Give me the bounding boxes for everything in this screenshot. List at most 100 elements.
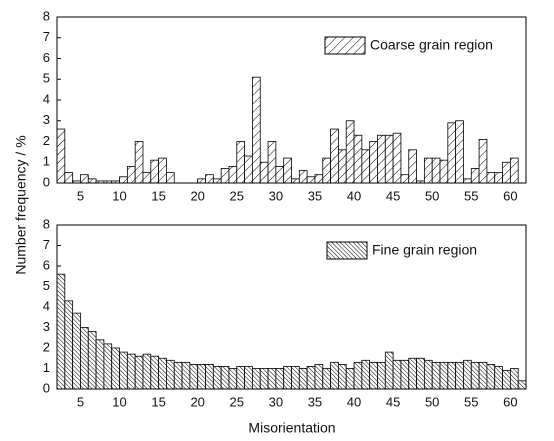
legend-label: Coarse grain region	[370, 37, 493, 53]
y-tick-label: 2	[43, 339, 50, 354]
bar	[455, 120, 464, 184]
y-axis-label: Number frequency / %	[13, 135, 29, 274]
bar	[291, 366, 300, 390]
bar	[181, 361, 191, 390]
bar	[408, 149, 417, 184]
bar	[166, 172, 175, 184]
x-tick-label: 20	[190, 394, 204, 409]
bar	[126, 165, 136, 184]
bar	[509, 368, 519, 390]
bar	[361, 149, 371, 184]
bar	[259, 161, 269, 184]
x-tick-label: 25	[230, 188, 244, 203]
y-tick-label: 8	[43, 8, 50, 23]
bar	[64, 300, 74, 390]
plot-frame	[56, 16, 527, 184]
bar	[494, 172, 503, 184]
legend-swatch	[324, 36, 366, 55]
bar	[189, 363, 199, 390]
bar	[119, 176, 128, 184]
y-tick-label: 6	[43, 50, 50, 65]
y-tick-label: 0	[43, 380, 50, 395]
bar	[87, 331, 97, 390]
bar	[150, 159, 160, 184]
bar	[314, 363, 324, 390]
bar	[423, 157, 433, 184]
bar	[228, 165, 238, 184]
bar	[306, 366, 316, 390]
bar	[212, 366, 222, 390]
bar	[423, 359, 433, 390]
bar	[439, 361, 449, 390]
bar	[244, 366, 253, 390]
bar	[275, 368, 285, 390]
x-tick-label: 50	[425, 188, 439, 203]
x-tick-label: 5	[77, 394, 84, 409]
bar	[252, 368, 261, 390]
bar	[509, 157, 519, 184]
bar	[439, 159, 449, 184]
bar	[463, 178, 472, 184]
x-tick-label: 30	[269, 394, 283, 409]
bar	[291, 178, 300, 184]
bar	[111, 347, 120, 390]
bar	[486, 172, 496, 184]
bar	[322, 368, 331, 390]
y-tick-label: 1	[43, 154, 50, 169]
bar	[142, 353, 152, 390]
bar	[56, 273, 66, 390]
plot-frame	[56, 224, 527, 390]
x-tick-label: 45	[386, 394, 400, 409]
bar	[87, 178, 97, 184]
bar	[384, 134, 394, 184]
bar	[447, 122, 457, 184]
bar	[408, 357, 417, 390]
bar	[56, 128, 66, 184]
bar	[517, 380, 527, 390]
bar	[236, 366, 246, 390]
bar	[119, 351, 128, 390]
legend-label: Fine grain region	[372, 242, 477, 258]
bar	[400, 359, 410, 390]
x-tick-label: 20	[190, 188, 204, 203]
x-tick-label: 60	[503, 188, 517, 203]
bar	[463, 359, 472, 390]
bar	[252, 76, 261, 184]
bar	[369, 361, 378, 390]
y-tick-label: 7	[43, 237, 50, 252]
bar	[345, 120, 355, 184]
y-tick-label: 5	[43, 71, 50, 86]
y-tick-label: 7	[43, 29, 50, 44]
bar	[205, 174, 214, 184]
bar	[478, 361, 488, 390]
bar	[314, 174, 324, 184]
bar	[298, 170, 308, 184]
bar	[95, 339, 105, 390]
bar	[158, 357, 167, 390]
bar	[431, 361, 441, 390]
x-tick-label: 40	[347, 188, 361, 203]
bar	[322, 157, 331, 184]
bar	[384, 351, 394, 390]
x-tick-label: 40	[347, 394, 361, 409]
bar	[150, 355, 160, 390]
bar	[392, 132, 402, 184]
bar	[361, 359, 371, 390]
y-tick-label: 4	[43, 298, 50, 313]
x-tick-label: 30	[269, 188, 283, 203]
y-tick-label: 5	[43, 278, 50, 293]
x-tick-label: 60	[503, 394, 517, 409]
bar	[158, 157, 167, 184]
bar	[306, 176, 316, 184]
bar	[330, 361, 339, 390]
bar	[142, 172, 152, 184]
bar	[502, 370, 511, 390]
x-tick-label: 25	[230, 394, 244, 409]
x-axis-label: Misorientation	[248, 420, 335, 436]
bar	[283, 366, 292, 390]
y-tick-label: 3	[43, 319, 50, 334]
bar	[502, 161, 511, 184]
bar	[212, 178, 222, 184]
bar	[64, 172, 74, 184]
